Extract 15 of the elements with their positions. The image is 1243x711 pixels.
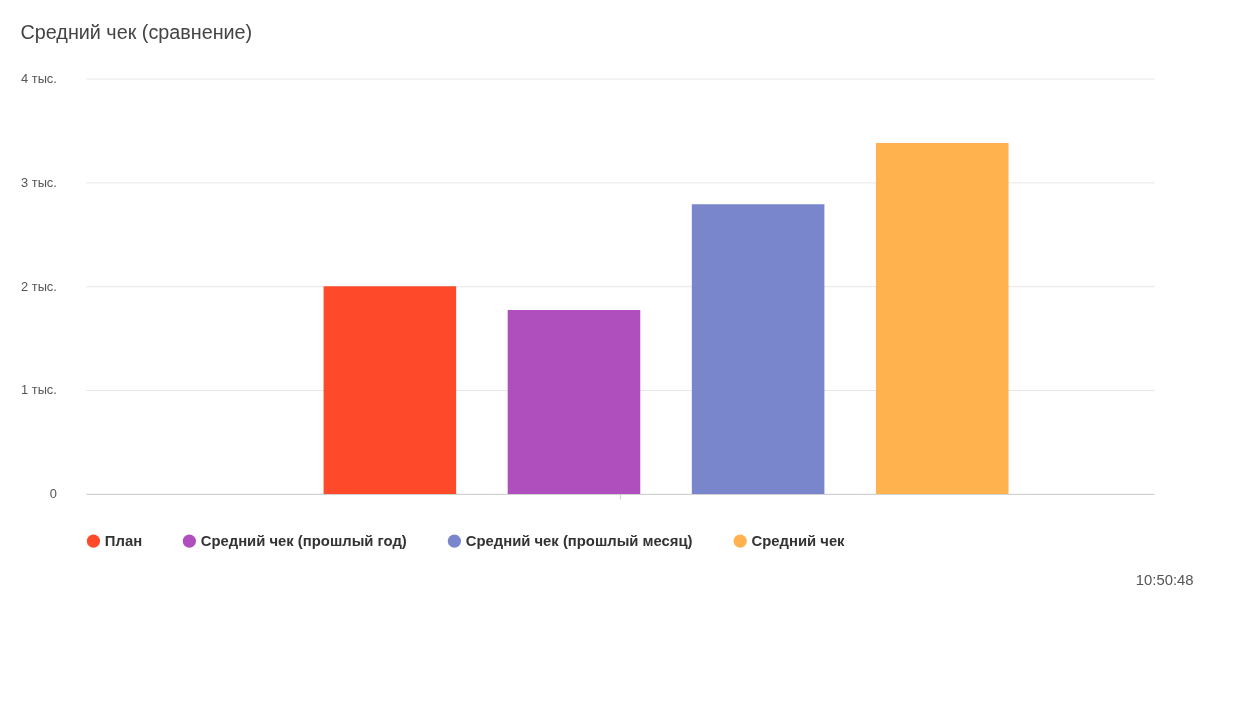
text: 10:50:48 <box>1135 571 1194 588</box>
bar <box>507 310 641 494</box>
y-tick-label: 2 тыс. <box>21 278 57 294</box>
legend-label: Средний чек (прошлый год) <box>200 533 407 550</box>
chart-title: Средний чек (сравнение) <box>20 21 253 43</box>
y-tick-label: 4 тыс. <box>21 71 57 87</box>
bar <box>323 286 457 494</box>
bar <box>691 204 825 494</box>
bar <box>875 142 1009 494</box>
legend-label: План <box>104 533 143 550</box>
legend-label: Средний чек (прошлый месяц) <box>465 533 693 550</box>
y-tick-label: 1 тыс. <box>21 382 57 398</box>
legend-label: Средний чек <box>751 533 846 550</box>
y-tick-label: 3 тыс. <box>21 174 57 190</box>
y-tick-label: 0 <box>49 486 57 502</box>
